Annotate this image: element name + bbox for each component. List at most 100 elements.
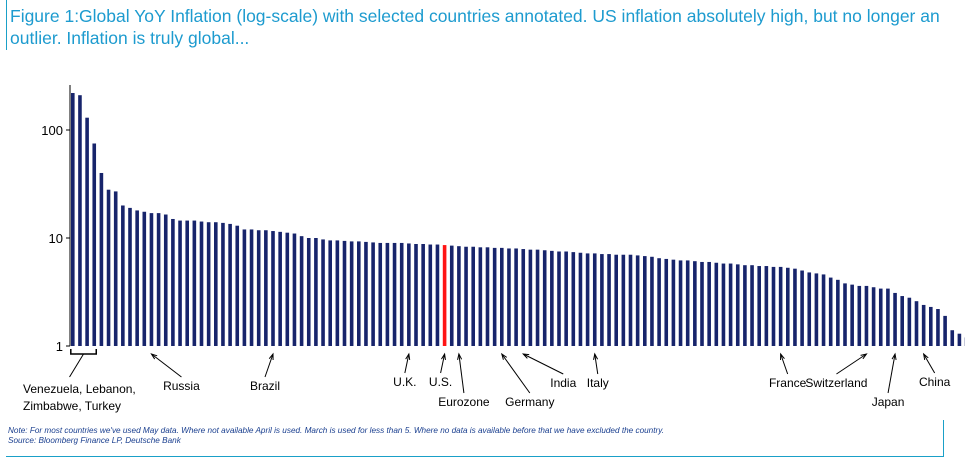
bar <box>85 117 89 346</box>
bar <box>771 266 776 346</box>
bar <box>306 238 311 346</box>
bar <box>192 220 197 346</box>
annotation-label: Venezuela, Lebanon, <box>23 382 136 396</box>
bar <box>371 242 375 346</box>
bar <box>349 241 354 346</box>
bar <box>492 247 497 346</box>
bar <box>807 272 812 346</box>
bar <box>900 296 904 346</box>
annotation-label: U.S. <box>429 375 452 389</box>
bar <box>857 285 862 346</box>
annotation-arrowhead <box>457 352 463 360</box>
bar <box>271 231 275 346</box>
bar <box>113 191 118 346</box>
bar <box>643 256 647 346</box>
bar <box>221 222 225 346</box>
bar <box>278 231 282 346</box>
bar <box>614 254 618 346</box>
footer-frame <box>6 420 944 457</box>
bar <box>550 250 554 346</box>
annotation-arrowhead <box>593 352 599 360</box>
chart-footer: Note: For most countries we've used May … <box>8 426 664 445</box>
bar <box>914 301 919 346</box>
bar <box>721 263 726 346</box>
bar <box>743 265 747 346</box>
bar <box>357 241 361 346</box>
bar <box>521 249 526 346</box>
bar <box>435 244 440 346</box>
bar <box>592 253 597 346</box>
annotation-label: Russia <box>163 379 200 393</box>
bar <box>342 240 347 346</box>
bar <box>693 261 697 346</box>
bar <box>657 258 661 346</box>
annotation-arrowhead <box>860 353 868 360</box>
bar <box>678 260 683 346</box>
bar <box>929 306 933 346</box>
bar <box>700 261 704 346</box>
bar <box>106 189 111 346</box>
bar <box>757 266 761 346</box>
bar <box>850 284 854 346</box>
bar <box>171 218 175 346</box>
bar <box>957 333 962 346</box>
bar <box>507 248 511 346</box>
bar-highlight-us <box>442 245 447 346</box>
bar <box>936 309 940 346</box>
annotation-label: Brazil <box>250 379 280 393</box>
bar <box>71 93 75 347</box>
bar <box>249 229 254 346</box>
bar <box>707 261 711 346</box>
bar <box>628 254 633 346</box>
bar <box>514 248 518 346</box>
y-tick-label: 1 <box>56 339 63 354</box>
bar <box>121 205 125 346</box>
bar <box>764 266 769 346</box>
annotation-arrowhead <box>405 352 411 361</box>
annotation-arrowhead <box>521 353 530 359</box>
annotation-leader <box>151 353 182 378</box>
annotation-arrowhead <box>441 352 446 361</box>
bar <box>735 264 740 346</box>
bar <box>378 242 383 346</box>
bar <box>199 221 204 346</box>
bar <box>328 240 332 346</box>
bar <box>557 251 561 346</box>
bar <box>886 288 890 346</box>
bar <box>421 243 425 346</box>
bar <box>449 245 454 346</box>
bar <box>786 267 790 346</box>
annotation-label: Eurozone <box>438 395 490 409</box>
bar <box>664 258 669 346</box>
bar <box>950 330 955 346</box>
bar <box>285 232 290 346</box>
bar <box>407 243 411 346</box>
annotation-label: Switzerland <box>805 376 867 390</box>
bar <box>414 243 418 346</box>
bar <box>464 246 468 346</box>
bar <box>907 297 912 346</box>
annotation-label: India <box>550 376 576 390</box>
annotation-bracket <box>70 349 97 355</box>
annotation-leader <box>440 353 446 374</box>
bar <box>578 252 583 346</box>
bar <box>650 256 654 346</box>
title-frame <box>6 0 959 50</box>
annotation-label: China <box>919 375 951 389</box>
bar <box>206 222 211 346</box>
bar <box>242 229 247 346</box>
annotation-arrowhead <box>268 352 274 361</box>
bar <box>471 246 475 346</box>
annotation-label: France <box>769 376 807 390</box>
annotation-leader <box>594 353 599 375</box>
bar <box>256 230 261 346</box>
inflation-bar-chart: 1 10 100 Venezuela, Lebanon, Zimbabwe, Turke… <box>23 85 965 413</box>
annotation-label: Italy <box>587 376 609 390</box>
annotation-arrowhead <box>780 352 785 361</box>
annotation-leader <box>264 353 274 378</box>
y-tick-label: 10 <box>49 231 63 246</box>
annotation-arrowhead <box>500 352 508 360</box>
bar <box>321 239 325 346</box>
bar <box>878 288 883 346</box>
bar <box>335 240 340 346</box>
